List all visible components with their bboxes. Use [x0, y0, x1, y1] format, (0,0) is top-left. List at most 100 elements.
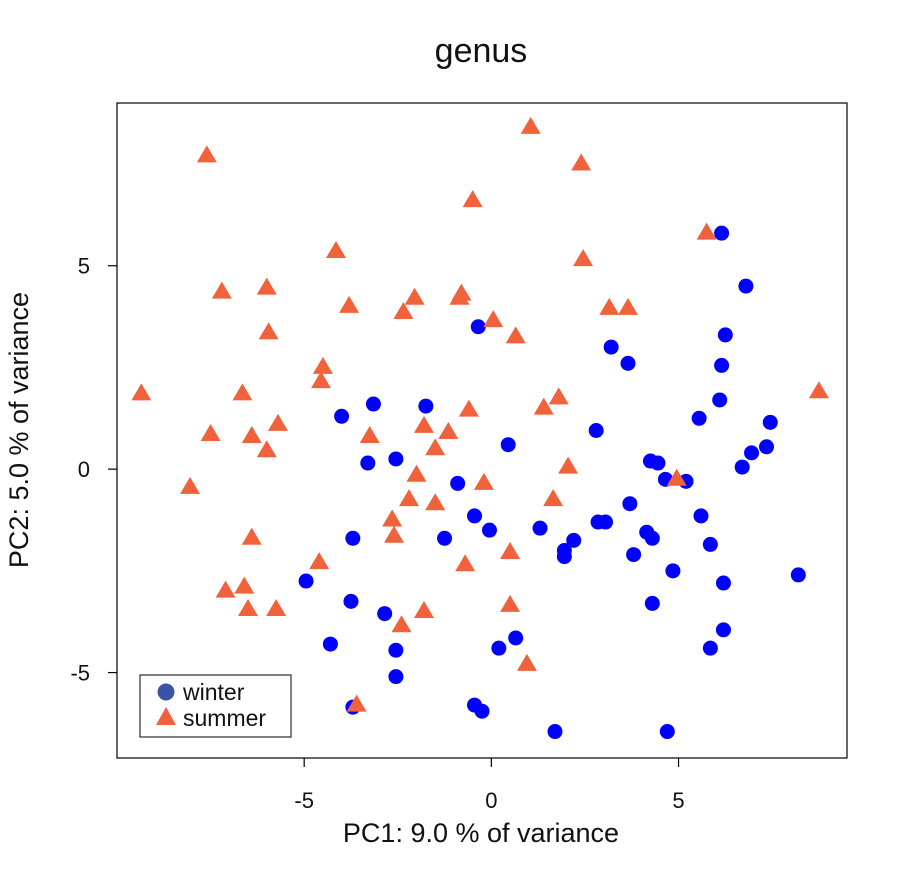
summer-point: [520, 116, 541, 134]
summer-point: [232, 383, 253, 401]
winter-point: [500, 437, 516, 453]
legend: winter summer: [139, 674, 292, 738]
summer-point: [131, 383, 152, 401]
summer-point: [413, 601, 434, 619]
winter-point: [365, 396, 381, 412]
x-axis-label: PC1: 9.0 % of variance: [343, 818, 619, 848]
y-tick-label: -5: [70, 661, 90, 686]
summer-point: [473, 472, 494, 490]
winter-point: [702, 640, 718, 656]
summer-point: [339, 295, 360, 313]
legend-winter-marker: [157, 683, 175, 701]
summer-point: [425, 493, 446, 511]
winter-point: [717, 327, 733, 343]
winter-point: [762, 414, 778, 430]
summer-point: [666, 468, 687, 486]
summer-point: [406, 464, 427, 482]
winter-point: [491, 640, 507, 656]
summer-point: [458, 399, 479, 417]
summer-point: [533, 397, 554, 415]
summer-point: [505, 326, 526, 344]
chart-title: genus: [435, 32, 528, 70]
summer-point: [571, 153, 592, 171]
winter-point: [702, 536, 718, 552]
winter-point: [360, 455, 376, 471]
summer-point: [391, 615, 412, 633]
x-tick-label: -5: [294, 788, 314, 813]
summer-point: [455, 554, 476, 572]
summer-point: [425, 438, 446, 456]
summer-point: [256, 440, 277, 458]
summer-point: [382, 509, 403, 527]
summer-point: [256, 277, 277, 295]
summer-point: [215, 580, 236, 598]
winter-point: [714, 357, 730, 373]
winter-point: [598, 514, 614, 530]
summer-point: [500, 594, 521, 612]
summer-point: [516, 653, 537, 671]
winter-point: [556, 549, 572, 565]
winter-point: [644, 595, 660, 611]
y-tick-label: 5: [78, 254, 90, 279]
winter-point: [388, 451, 404, 467]
summer-point: [200, 424, 221, 442]
winter-point: [467, 508, 483, 524]
summer-point: [599, 297, 620, 315]
summer-point: [384, 525, 405, 543]
summer-point: [449, 287, 470, 305]
summer-point: [266, 598, 287, 616]
summer-point: [558, 456, 579, 474]
winter-point: [693, 508, 709, 524]
winter-point: [622, 496, 638, 512]
summer-point: [483, 310, 504, 328]
winter-point: [759, 439, 775, 455]
summer-point: [393, 301, 414, 319]
summer-point: [346, 694, 367, 712]
winter-point: [626, 547, 642, 563]
winter-point: [334, 408, 350, 424]
y-tick-label: 0: [78, 457, 90, 482]
x-tick-label: 0: [485, 788, 497, 813]
winter-point: [388, 669, 404, 685]
winter-point: [712, 392, 728, 408]
series-summer: [131, 116, 829, 712]
summer-point: [241, 426, 262, 444]
winter-point: [665, 563, 681, 579]
winter-point: [343, 593, 359, 609]
summer-point: [808, 381, 829, 399]
summer-point: [267, 413, 288, 431]
winter-point: [388, 642, 404, 658]
winter-point: [659, 724, 675, 740]
summer-point: [311, 371, 332, 389]
summer-point: [359, 426, 380, 444]
winter-point: [650, 455, 666, 471]
summer-point: [258, 322, 279, 340]
winter-point: [470, 319, 486, 335]
summer-point: [404, 287, 425, 305]
winter-point: [322, 636, 338, 652]
summer-point: [180, 476, 200, 494]
data-points: [131, 116, 829, 740]
summer-point: [573, 249, 594, 267]
summer-point: [500, 542, 521, 560]
winter-point: [532, 520, 548, 536]
summer-point: [413, 415, 434, 433]
winter-point: [744, 445, 760, 461]
summer-point: [326, 240, 346, 258]
winter-point: [734, 459, 750, 475]
summer-point: [238, 598, 259, 616]
winter-point: [790, 567, 806, 583]
winter-point: [450, 475, 466, 491]
winter-point: [566, 532, 582, 548]
winter-point: [418, 398, 434, 414]
winter-point: [715, 575, 731, 591]
winter-point: [588, 423, 604, 438]
winter-point: [620, 355, 636, 371]
x-tick-label: 5: [672, 788, 684, 813]
summer-point: [438, 421, 459, 439]
winter-point: [298, 573, 314, 589]
y-axis-label: PC2: 5.0 % of variance: [4, 292, 34, 568]
winter-point: [377, 606, 393, 622]
summer-point: [196, 145, 217, 163]
